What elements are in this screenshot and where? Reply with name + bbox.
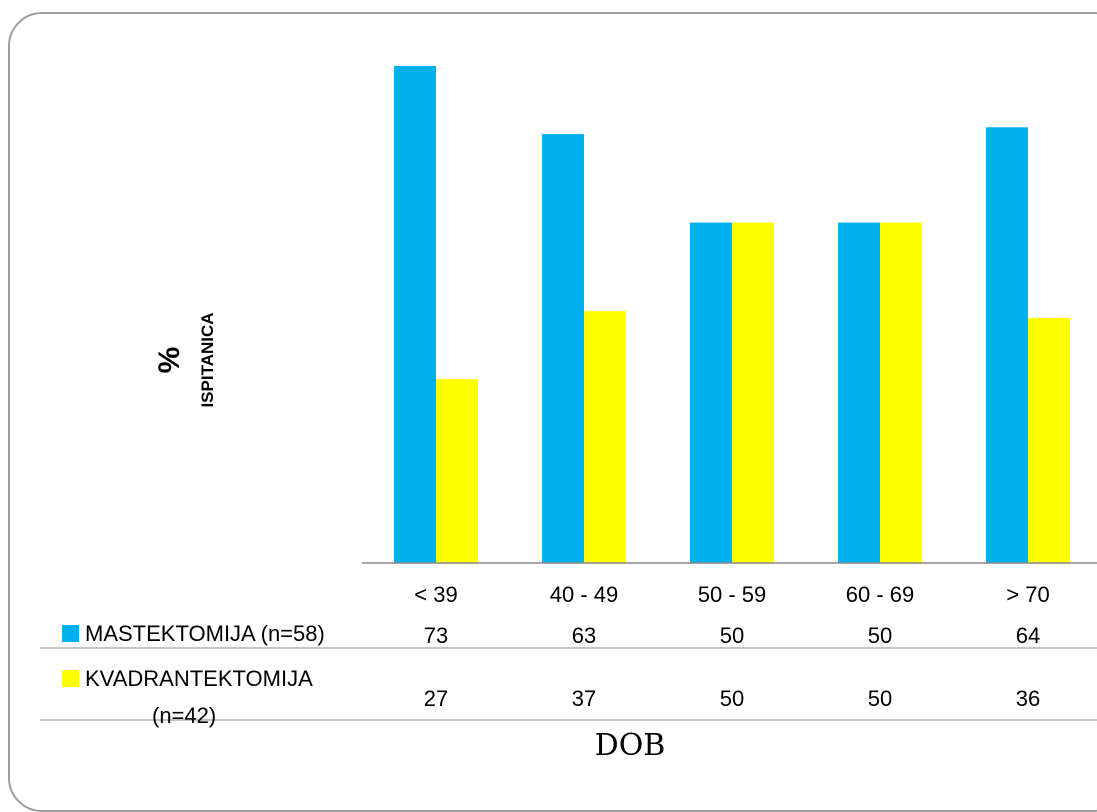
x-tick-label-3: 50 - 59	[697, 582, 767, 607]
y-axis-label: % ISPITANICA	[150, 260, 260, 460]
table-cell-r2-c3: 50	[719, 686, 745, 711]
table-cell-r2-c5: 36	[1015, 686, 1041, 711]
bar-series1-cat5	[986, 127, 1028, 563]
table-cell-r1-c3: 50	[719, 623, 745, 648]
table-cell-r2-c1: 27	[423, 686, 449, 711]
table-cell-r1-c1: 73	[423, 623, 449, 648]
y-axis-title: ISPITANICA	[198, 312, 217, 408]
legend-series-2-label-line1: KVADRANTEKTOMIJA	[85, 666, 313, 691]
table-cell-r1-c4: 50	[867, 623, 893, 648]
y-axis-symbol: %	[153, 346, 186, 374]
bar-series1-cat1	[394, 66, 436, 563]
legend-swatch-yellow-icon	[62, 669, 79, 687]
legend-series-1-label: MASTEKTOMIJA (n=58)	[85, 621, 325, 646]
table-cell-r1-c2: 63	[571, 623, 597, 648]
legend-swatch-blue-icon	[62, 624, 79, 642]
bar-series2-cat4	[880, 222, 922, 563]
x-tick-label-5: > 70	[1006, 582, 1050, 607]
table-cell-r1-c5: 64	[1015, 623, 1041, 648]
bar-series2-cat2	[584, 311, 626, 563]
bar-series2-cat3	[732, 222, 774, 563]
legend-series-2-line2: (n=42)	[152, 703, 217, 728]
bar-series2-cat5	[1028, 317, 1070, 563]
x-tick-label-1: < 39	[414, 582, 458, 607]
table-cell-r2-c2: 37	[571, 686, 597, 711]
x-tick-label-4: 60 - 69	[845, 582, 915, 607]
x-tick-label-2: 40 - 49	[549, 582, 619, 607]
legend-series-2: KVADRANTEKTOMIJA	[62, 666, 313, 692]
x-axis-title: DOB	[594, 728, 666, 763]
bar-series1-cat4	[838, 222, 880, 563]
bar-series1-cat3	[690, 222, 732, 563]
bar-chart	[40, 66, 1097, 721]
table-cell-r2-c4: 50	[867, 686, 893, 711]
legend-series-1: MASTEKTOMIJA (n=58)	[62, 621, 325, 647]
bar-series2-cat1	[436, 379, 478, 563]
bars-group	[394, 66, 1070, 563]
bar-series1-cat2	[542, 134, 584, 563]
